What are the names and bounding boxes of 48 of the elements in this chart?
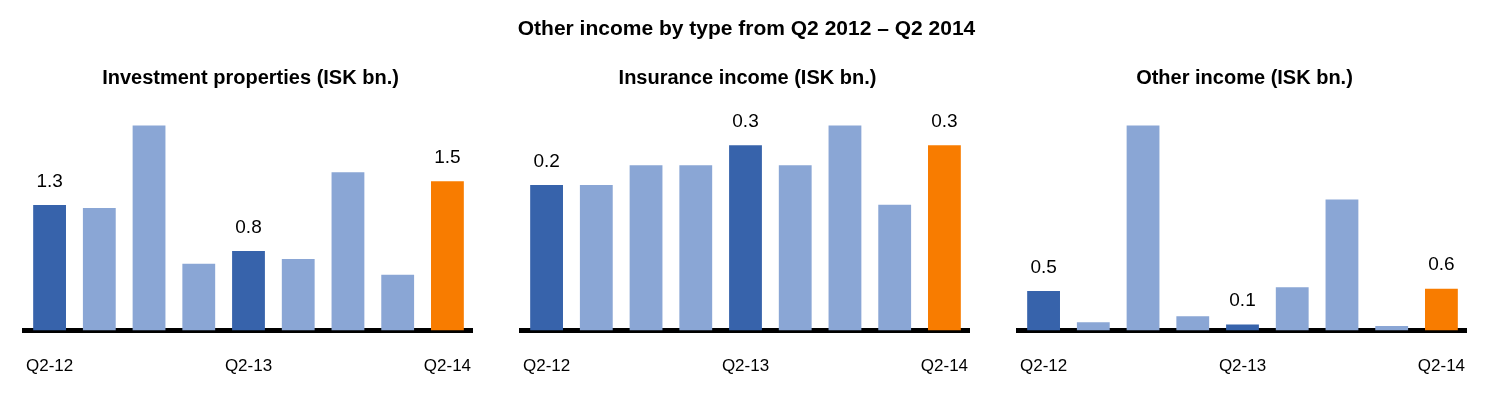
data-label: 0.3 [732, 110, 759, 132]
bar [530, 185, 563, 331]
bar [1176, 316, 1210, 331]
chart-title: Other income (ISK bn.) [1136, 65, 1353, 88]
bar [629, 165, 663, 331]
data-label: 0.2 [533, 149, 560, 171]
text: Other income by type from Q2 2012 – Q2 2014 [517, 16, 976, 39]
x-tick-label: Q2-13 [224, 356, 273, 376]
bar [232, 250, 265, 331]
bar [132, 125, 166, 331]
bar [182, 263, 216, 331]
x-tick-label: Q2-14 [1417, 356, 1466, 376]
bar [1027, 290, 1060, 331]
bar [579, 185, 613, 331]
chart-title: Investment properties (ISK bn.) [102, 65, 399, 88]
data-label: 0.5 [1030, 255, 1057, 277]
bar [431, 181, 464, 331]
x-tick-label: Q2-12 [522, 356, 571, 376]
data-label: 0.8 [235, 215, 262, 237]
bar [778, 165, 812, 331]
data-label: 0.3 [931, 110, 958, 132]
bar [679, 165, 713, 331]
bar [1375, 326, 1409, 331]
bar [281, 258, 315, 331]
bar [82, 208, 116, 331]
x-tick-label: Q2-12 [25, 356, 74, 376]
chart-title: Insurance income (ISK bn.) [618, 65, 877, 88]
bar [1325, 199, 1359, 331]
data-label: 1.3 [36, 169, 63, 191]
bar [381, 274, 415, 331]
x-tick-label: Q2-13 [721, 356, 770, 376]
bar [928, 145, 961, 331]
data-label: 1.5 [434, 145, 461, 167]
bar [729, 145, 762, 331]
x-tick-label: Q2-14 [920, 356, 969, 376]
x-tick-label: Q2-14 [423, 356, 472, 376]
data-label: 0.1 [1229, 289, 1256, 311]
bar [1425, 288, 1458, 331]
bar [1076, 322, 1110, 331]
x-tick-label: Q2-12 [1019, 356, 1068, 376]
bar [1126, 125, 1160, 331]
bar [878, 204, 912, 331]
data-label: 0.6 [1428, 253, 1455, 275]
bar [331, 172, 365, 331]
bar [1275, 287, 1309, 331]
x-tick-label: Q2-13 [1218, 356, 1267, 376]
bar [828, 125, 862, 331]
bar [33, 205, 66, 331]
